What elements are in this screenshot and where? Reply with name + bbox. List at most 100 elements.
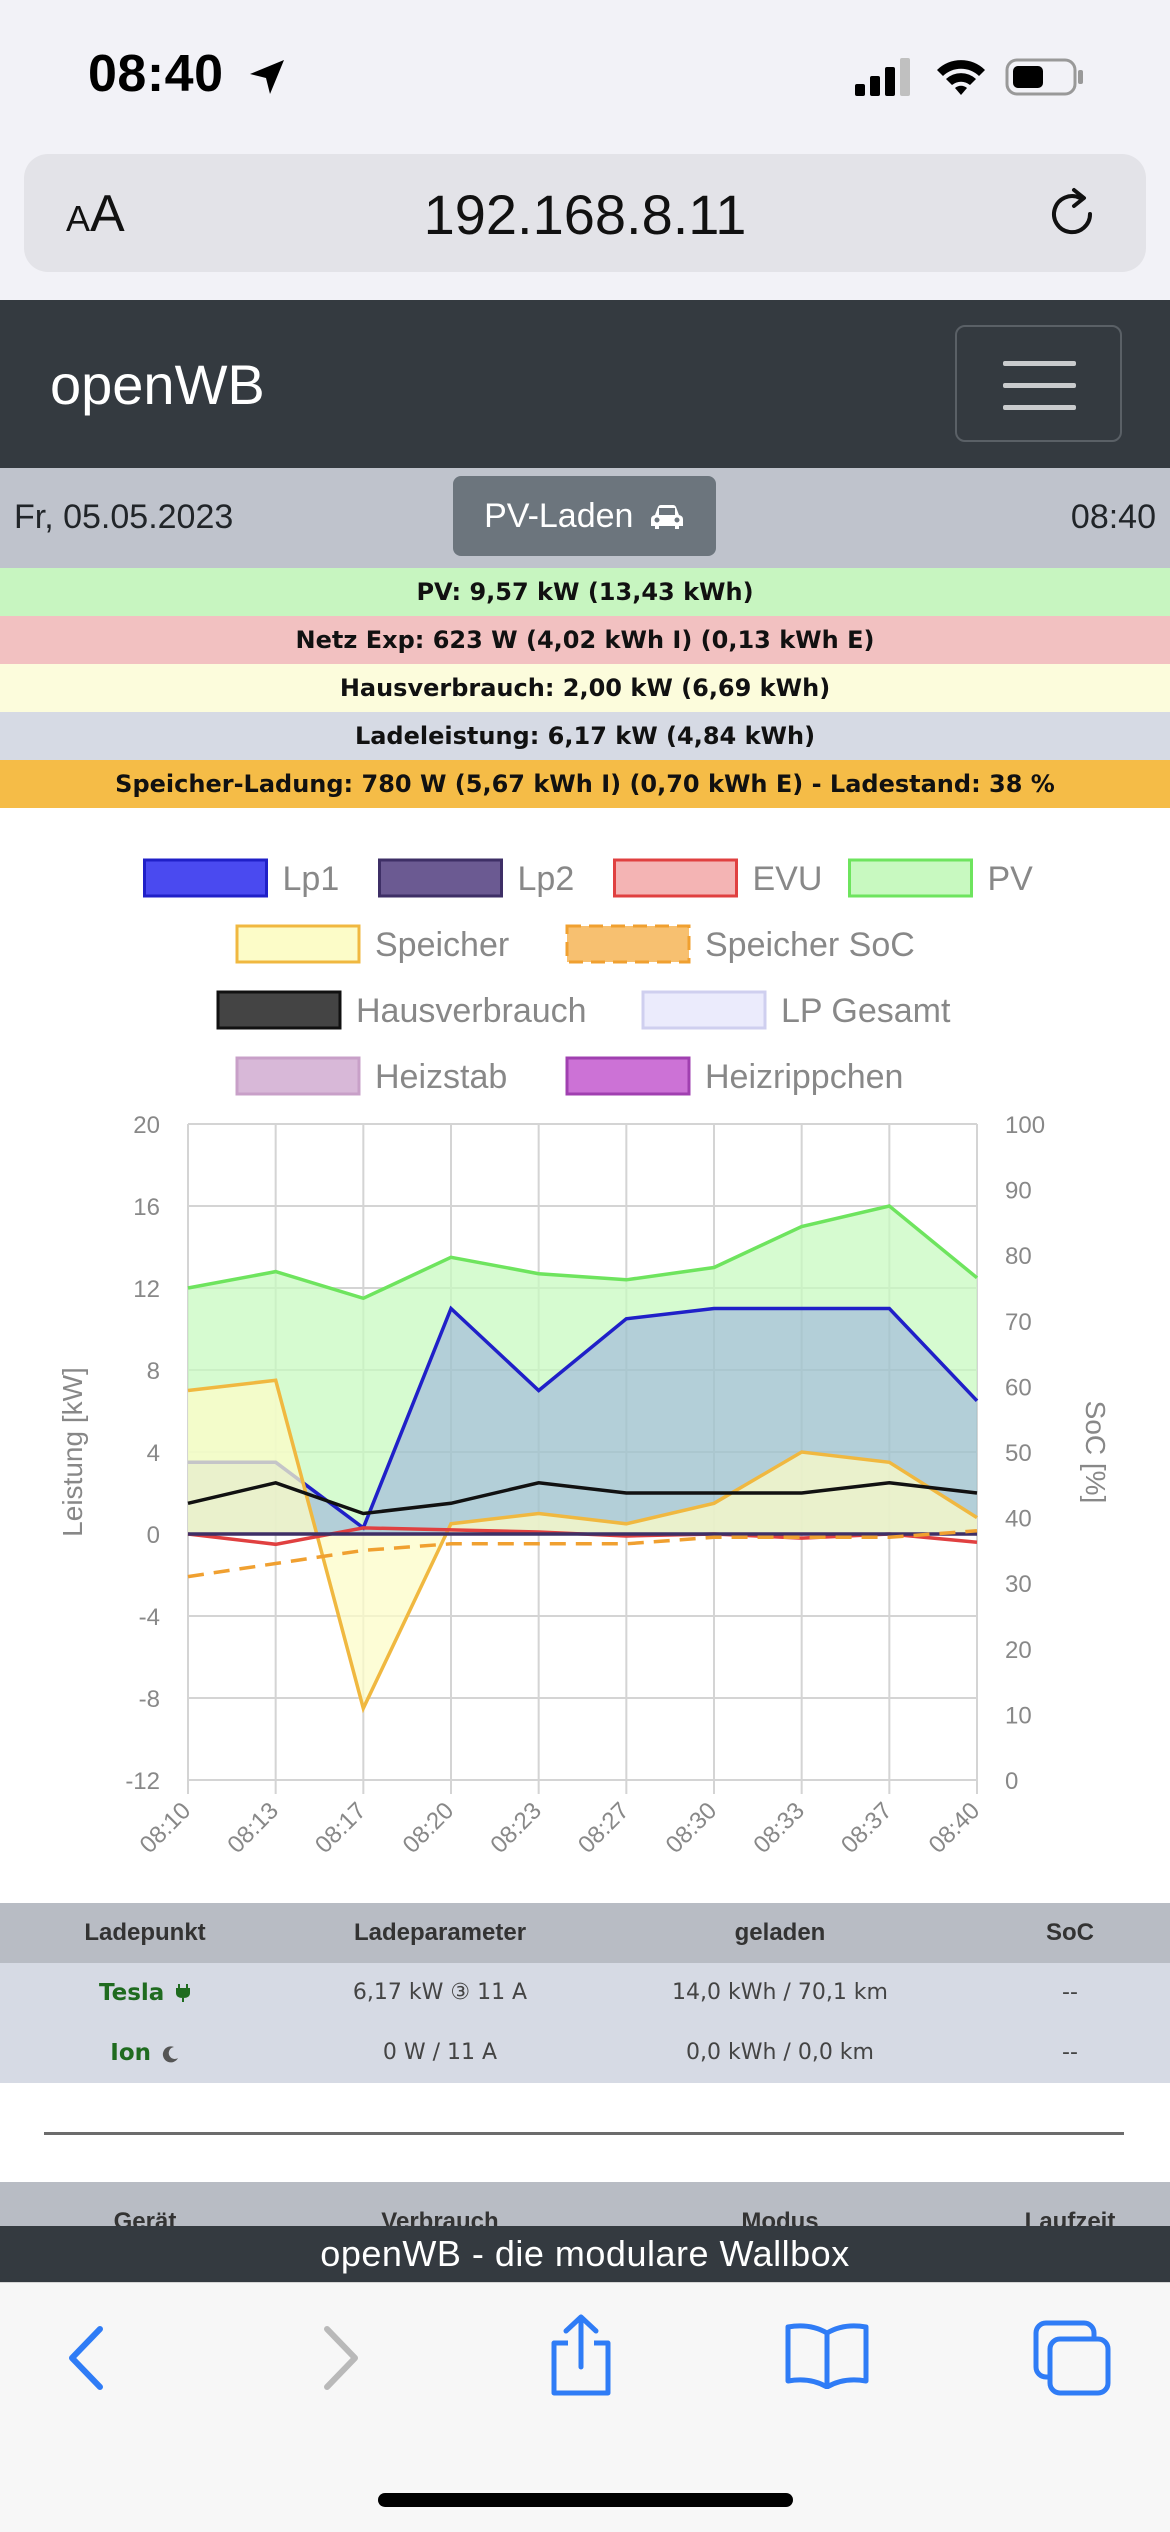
series-speicher-soc — [187, 1528, 978, 1579]
series-line — [188, 1305, 979, 1531]
y-tick-label: 4 — [147, 1440, 160, 1467]
y2-tick-label: 30 — [1005, 1571, 1032, 1598]
x-tick-label: 08:20 — [398, 1797, 460, 1859]
power-chart: Lp1 Lp2 EVU PV Speicher Speicher SoC Hausverbr… — [57, 858, 1111, 1859]
bookmarks-icon[interactable] — [782, 2319, 872, 2389]
ladepunkt-table-header: Ladepunkt Ladeparameter geladen SoC — [0, 1903, 1170, 1963]
ladeparameter-cell: 6,17 kW ③ 11 A — [352, 1980, 528, 2005]
legend-swatch — [235, 1056, 361, 1096]
brand-title[interactable]: openWB — [50, 353, 265, 416]
legend-swatch — [565, 1056, 691, 1096]
x-tick-label: 08:27 — [573, 1797, 635, 1859]
back-icon[interactable] — [62, 2323, 112, 2393]
geladen-cell: 0,0 kWh / 0,0 km — [686, 2040, 874, 2065]
ios-status-bar: 08:40 — [0, 0, 1170, 150]
legend-swatch — [216, 990, 342, 1030]
current-time: 08:40 — [1070, 498, 1156, 536]
legend-label: Lp1 — [283, 860, 340, 898]
y2-tick-label: 70 — [1005, 1309, 1032, 1336]
x-tick-label: 08:23 — [485, 1797, 547, 1859]
section-divider — [44, 2132, 1124, 2135]
soc-cell: -- — [1062, 1980, 1078, 2005]
ladepunkt-name[interactable]: Ion — [110, 2040, 152, 2066]
table-row[interactable]: Tesla 6,17 kW ③ 11 A 14,0 kWh / 70,1 km … — [0, 1963, 1170, 2023]
y2-tick-label: 60 — [1005, 1374, 1032, 1401]
soc-cell: -- — [1062, 2040, 1078, 2065]
x-tick-label: 08:17 — [310, 1797, 372, 1859]
series-speicher — [187, 1378, 978, 1714]
location-arrow-icon — [250, 60, 284, 94]
url-text[interactable]: 192.168.8.11 — [423, 183, 747, 246]
col-header-ladepunkt: Ladepunkt — [84, 1919, 206, 1946]
y2-tick-label: 80 — [1005, 1243, 1032, 1270]
hamburger-menu-button[interactable] — [955, 325, 1122, 442]
y-tick-label: 12 — [133, 1276, 160, 1303]
legend-swatch — [848, 858, 973, 898]
legend-label: PV — [988, 860, 1034, 898]
charge-mode-button[interactable]: PV-Laden — [453, 476, 716, 556]
moon-icon — [162, 2046, 178, 2063]
menu-bar-icon — [1003, 361, 1076, 366]
series-line — [187, 1378, 978, 1714]
col-header-modus: Modus — [741, 2208, 819, 2226]
home-indicator — [378, 2493, 793, 2507]
x-tick-label: 08:40 — [924, 1797, 986, 1859]
page-footer: openWB - die modulare Wallbox — [0, 2226, 1170, 2282]
y2-tick-label: 50 — [1005, 1440, 1032, 1467]
legend-label: Speicher — [375, 926, 509, 964]
current-date: Fr, 05.05.2023 — [14, 498, 234, 536]
ladepunkt-name-cell[interactable]: Tesla — [40, 1963, 250, 2023]
series-line — [187, 1480, 978, 1516]
legend-swatch — [143, 858, 268, 898]
table-row[interactable]: Ion 0 W / 11 A 0,0 kWh / 0,0 km -- — [0, 2023, 1170, 2083]
cellular-signal-icon — [855, 58, 910, 96]
menu-bar-icon — [1003, 405, 1076, 410]
y-tick-label: -4 — [139, 1604, 160, 1631]
car-icon — [650, 505, 683, 529]
reload-icon[interactable] — [1042, 184, 1102, 244]
legend-swatch — [378, 858, 503, 898]
y2-tick-label: 40 — [1005, 1506, 1032, 1533]
y2-tick-label: 10 — [1005, 1702, 1032, 1729]
x-tick-label: 08:30 — [661, 1797, 723, 1859]
legend-label: Hausverbrauch — [356, 992, 587, 1030]
y-tick-label: -12 — [125, 1768, 160, 1795]
y-tick-label: 16 — [133, 1194, 160, 1221]
legend-label: Heizrippchen — [705, 1058, 903, 1096]
legend-swatch — [641, 990, 767, 1030]
ladepunkt-name[interactable]: Tesla — [99, 1980, 165, 2006]
reader-aa-button[interactable]: AA — [66, 185, 125, 243]
y-tick-label: 0 — [147, 1522, 160, 1549]
address-bar[interactable]: AA 192.168.8.11 — [24, 154, 1146, 272]
y2-tick-label: 100 — [1005, 1112, 1045, 1139]
series-line — [187, 1204, 979, 1301]
legend-label: LP Gesamt — [781, 992, 951, 1030]
tabs-icon[interactable] — [1030, 2319, 1114, 2399]
plug-icon — [176, 1984, 190, 2002]
y2-tick-label: 90 — [1005, 1178, 1032, 1205]
legend-swatch — [613, 858, 738, 898]
col-header-soc: SoC — [1046, 1919, 1094, 1946]
ladepunkt-name-cell[interactable]: Ion — [40, 2023, 250, 2083]
series-line — [187, 1528, 978, 1579]
legend-swatch — [235, 924, 361, 964]
series-area — [188, 1206, 977, 1534]
y-tick-label: 8 — [147, 1358, 160, 1385]
pv-info-row: PV: 9,57 kW (13,43 kWh) — [0, 568, 1170, 616]
x-tick-label: 08:37 — [836, 1797, 898, 1859]
charging-power-info-row: Ladeleistung: 6,17 kW (4,84 kWh) — [0, 712, 1170, 760]
x-tick-label: 08:10 — [135, 1797, 197, 1859]
series-pv — [187, 1204, 979, 1534]
status-time: 08:40 — [88, 45, 224, 103]
col-header-ladeparameter: Ladeparameter — [353, 1919, 527, 1946]
y2-tick-label: 20 — [1005, 1637, 1032, 1664]
battery-icon — [1005, 58, 1083, 96]
y-tick-label: 20 — [133, 1112, 160, 1139]
share-icon[interactable] — [546, 2313, 616, 2397]
devices-table-header: Gerät Verbrauch Modus Laufzeit — [0, 2182, 1170, 2226]
forward-icon[interactable] — [315, 2323, 365, 2393]
col-header-verbrauch: Verbrauch — [381, 2208, 499, 2226]
charge-mode-label: PV-Laden — [484, 497, 634, 535]
series-hausverbrauch — [187, 1480, 978, 1516]
y-axis-label: Leistung [kW] — [57, 1367, 88, 1537]
